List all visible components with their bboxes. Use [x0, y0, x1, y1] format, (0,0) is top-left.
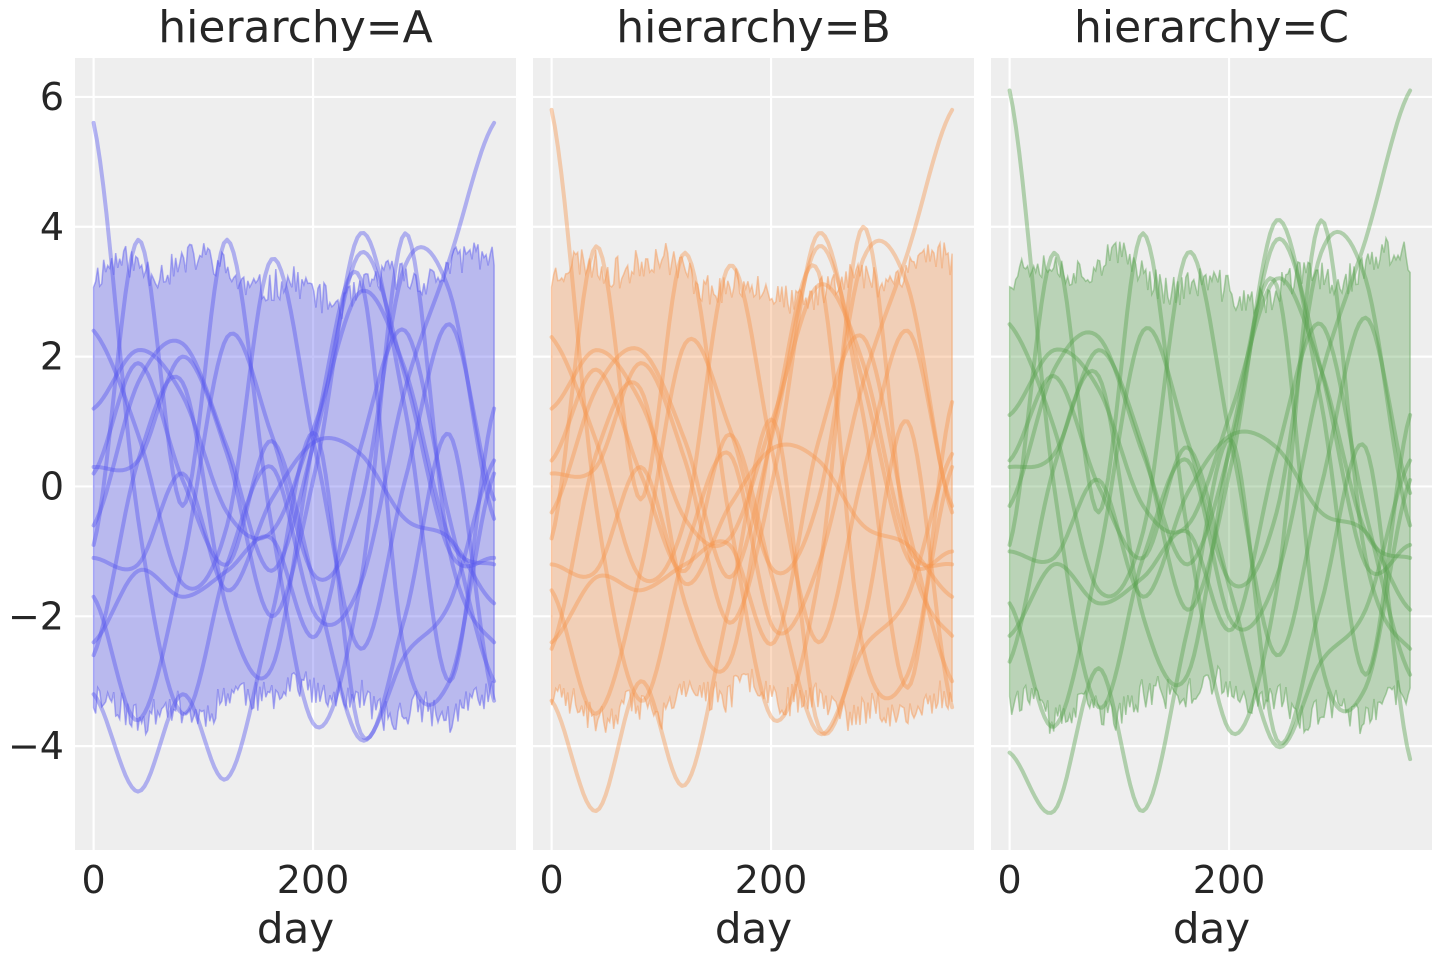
sample-curve-2 — [549, 417, 955, 813]
credible-band-2 — [550, 240, 953, 733]
sample-curve-9 — [549, 231, 955, 690]
y-tick-label: 0 — [40, 464, 64, 508]
sample-curve-9 — [1007, 218, 1413, 677]
x-axis-label-1: day — [257, 904, 334, 953]
plot-area-1 — [75, 58, 516, 850]
sample-curve-1 — [91, 120, 497, 716]
sample-curve-3 — [91, 288, 497, 567]
sample-curve-5 — [1007, 236, 1413, 576]
sample-curve-12 — [1007, 276, 1413, 714]
sample-curve-2 — [91, 430, 497, 794]
sample-curve-6 — [91, 245, 497, 723]
plot-area-3 — [991, 58, 1432, 850]
sample-curve-10 — [1007, 218, 1413, 737]
y-tick-label: 4 — [40, 205, 64, 249]
x-tick-label: 0 — [998, 858, 1022, 902]
x-tick-label: 0 — [540, 858, 564, 902]
y-tick-label: −2 — [8, 594, 64, 638]
sample-curve-1 — [549, 107, 955, 703]
sample-curve-8 — [549, 333, 955, 684]
sample-curve-3 — [1007, 276, 1413, 560]
sample-curve-4 — [549, 367, 955, 737]
sample-curve-5 — [549, 244, 955, 580]
x-axis-label-3: day — [1173, 904, 1250, 953]
x-tick-label: 200 — [277, 858, 350, 902]
y-tick-label: 6 — [40, 75, 64, 119]
y-tick-label: −4 — [8, 724, 64, 768]
sample-curve-7 — [91, 436, 497, 606]
x-tick-label: 200 — [1193, 858, 1266, 902]
sample-curve-9 — [91, 231, 497, 684]
sample-curve-7 — [1007, 429, 1413, 612]
x-tick-label: 200 — [735, 858, 808, 902]
x-tick-label: 0 — [82, 858, 106, 902]
sample-curve-12 — [549, 263, 955, 701]
credible-band-3 — [1008, 235, 1411, 735]
sample-curve-10 — [91, 231, 497, 730]
panel-title-1: hierarchy=A — [158, 2, 432, 53]
sample-curve-1 — [1007, 88, 1413, 710]
panel-title-3: hierarchy=C — [1074, 2, 1349, 53]
sample-curve-11 — [1007, 250, 1413, 658]
sample-curve-4 — [91, 361, 497, 743]
plot-area-2 — [533, 58, 974, 850]
credible-band-1 — [92, 242, 495, 737]
sample-curve-11 — [91, 257, 497, 651]
sample-curve-6 — [549, 238, 955, 716]
x-axis-label-2: day — [715, 904, 792, 953]
sample-curve-4 — [1007, 374, 1413, 750]
sample-curve-2 — [1007, 437, 1413, 815]
sample-curve-6 — [1007, 229, 1413, 729]
panel-title-2: hierarchy=B — [616, 2, 891, 53]
sample-curve-8 — [91, 327, 497, 684]
sample-curve-11 — [549, 263, 955, 645]
sample-curve-10 — [549, 224, 955, 723]
sample-curve-7 — [549, 442, 955, 599]
y-tick-label: 2 — [40, 335, 64, 379]
sample-curve-3 — [549, 282, 955, 568]
sample-curve-8 — [1007, 321, 1413, 677]
sample-curve-5 — [91, 250, 497, 573]
sample-curve-12 — [91, 269, 497, 707]
